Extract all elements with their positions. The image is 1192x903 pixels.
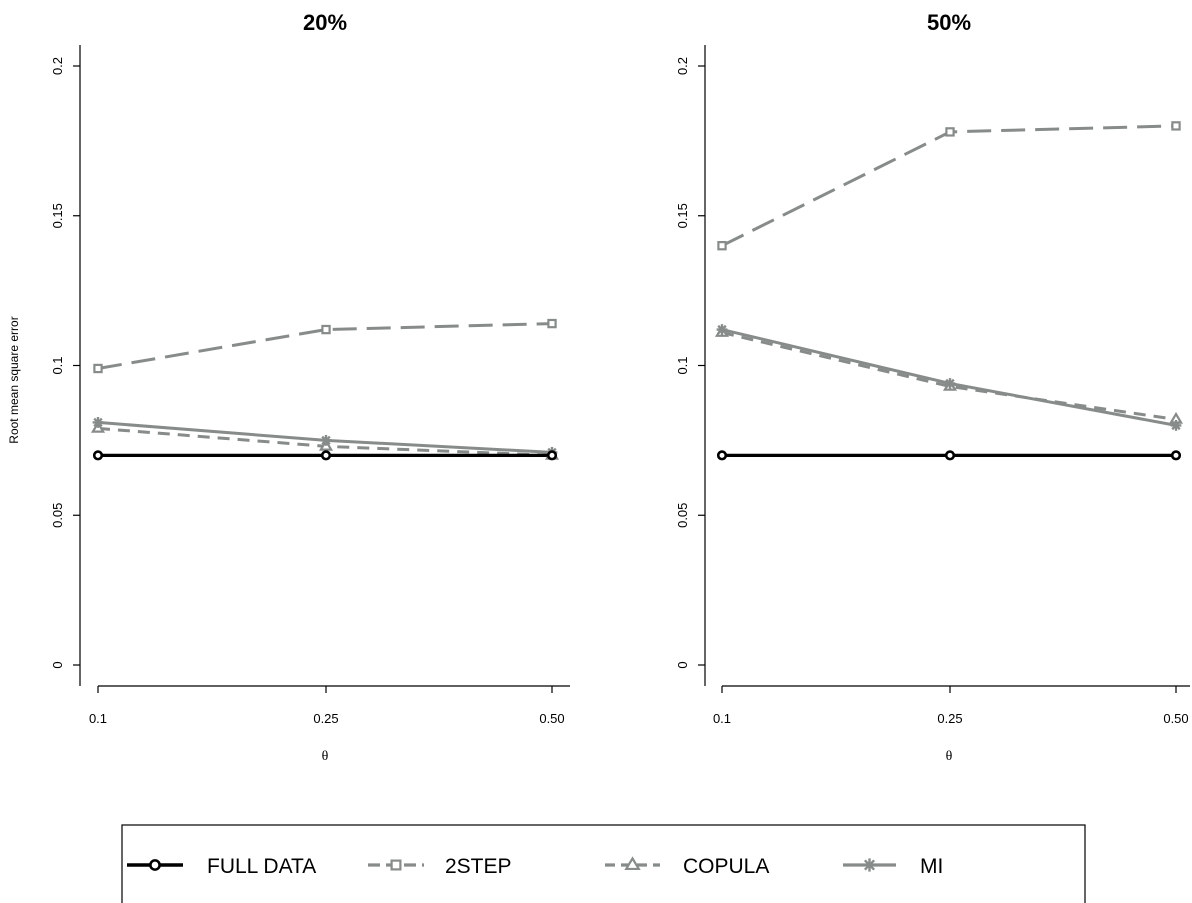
legend-box [121, 824, 1086, 903]
x-tick-label: 0.25 [313, 711, 338, 726]
point-mi-stroke [321, 435, 331, 446]
point-2step [93, 363, 103, 374]
x-tick-label: 0.25 [937, 711, 962, 726]
point-full-data [546, 450, 558, 461]
legend-marker-mi-stroke [863, 859, 876, 871]
legend-marker-2step [390, 859, 402, 871]
x-axis-label: θ [946, 749, 953, 764]
x-axis-label: θ [322, 749, 329, 764]
x-tick-label: 0.1 [89, 711, 107, 726]
point-2step [321, 324, 331, 335]
series-line-copula [721, 331, 1177, 421]
x-tick-label: 0.1 [713, 711, 731, 726]
point-full-data [944, 450, 956, 461]
point-mi [92, 417, 104, 428]
legend-marker-full-data [149, 859, 161, 871]
point-mi [1170, 420, 1182, 431]
panel-title: 50% [927, 10, 971, 35]
x-tick-label: 0.50 [539, 711, 564, 726]
legend-label: 2STEP [445, 855, 512, 878]
point-mi [944, 378, 956, 389]
point-mi-stroke [93, 417, 103, 428]
y-tick-label: 0.1 [675, 356, 690, 374]
point-full-data [1170, 450, 1182, 461]
series-line-2step [721, 124, 1177, 248]
y-tick-label: 0.05 [675, 503, 690, 528]
legend-label: FULL DATA [207, 855, 316, 878]
legend-label: MI [920, 855, 943, 878]
point-full-data [320, 450, 332, 461]
point-2step [1171, 121, 1181, 131]
point-mi-stroke [1171, 420, 1181, 431]
point-mi [320, 434, 332, 446]
legend-label: COPULA [683, 855, 769, 878]
y-tick-label: 0.1 [50, 356, 65, 374]
x-tick-label: 0.50 [1163, 711, 1188, 726]
point-mi-stroke [945, 378, 955, 389]
panel-20-percent: 20% 0 0.05 0.1 0.15 0.2 0.1 0.25 0.50 θ Root mean … [7, 10, 570, 764]
legend-marker-copula [624, 856, 641, 871]
y-tick-label: 0.15 [50, 203, 65, 228]
y-tick-label: 0 [50, 661, 65, 668]
point-2step [717, 241, 727, 251]
panel-title: 20% [303, 10, 347, 35]
y-tick-label: 0 [675, 661, 690, 668]
series-line-mi [721, 328, 1177, 427]
y-tick-label: 0.15 [675, 203, 690, 228]
y-tick-label: 0.2 [50, 57, 65, 75]
y-tick-label: 0.2 [675, 57, 690, 75]
point-2step [945, 127, 955, 137]
series-line-2step [97, 322, 553, 370]
legend: FULL DATA 2STEP COPULA MI [121, 824, 1086, 903]
point-mi-stroke [717, 324, 727, 335]
legend-marker-mi [862, 858, 877, 872]
point-mi [716, 324, 728, 335]
y-axis-label: Root mean square error [7, 316, 21, 443]
panel-50-percent: 50% 0 0.05 0.1 0.15 0.2 0.1 0.25 0.50 θ [675, 10, 1190, 764]
point-full-data [716, 450, 728, 461]
point-full-data [92, 450, 104, 461]
y-tick-label: 0.05 [50, 503, 65, 528]
point-2step [547, 318, 557, 329]
